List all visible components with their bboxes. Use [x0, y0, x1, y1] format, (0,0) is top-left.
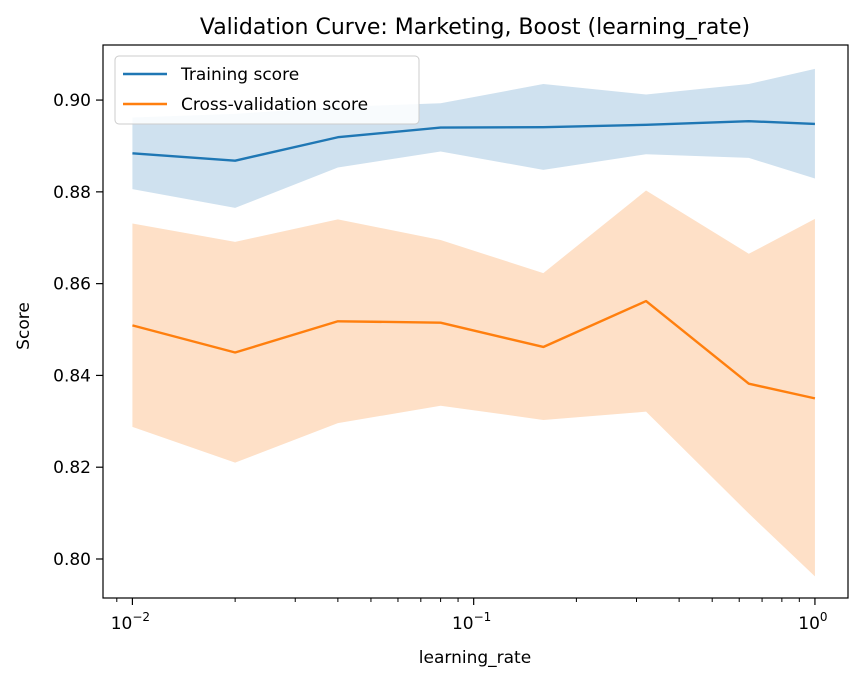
- y-tick-label-0: 0.80: [53, 550, 91, 570]
- legend: Training score Cross-validation score: [114, 55, 420, 125]
- y-axis-label: Score: [14, 302, 34, 350]
- x-tick-label-2: 100: [798, 610, 827, 634]
- confidence-bands: [132, 68, 815, 577]
- series-lines: [132, 119, 816, 400]
- x-tick-label-base: 10: [111, 614, 133, 634]
- band-series-1: [132, 190, 815, 577]
- x-axis-ticks: 10−2 10−1 100: [111, 598, 828, 634]
- x-tick-label-base: 10: [452, 614, 474, 634]
- y-tick-label-1: 0.82: [53, 458, 91, 478]
- x-tick-label-1: 10−1: [452, 610, 491, 634]
- x-axis-label: learning_rate: [419, 648, 531, 668]
- line-series-1: [132, 299, 816, 400]
- legend-label-cv: Cross-validation score: [181, 95, 368, 115]
- x-tick-label-0: 10−2: [111, 610, 150, 634]
- legend-label-training: Training score: [180, 65, 299, 85]
- x-tick-label-exponent: −2: [132, 610, 150, 624]
- band-series-0: [132, 68, 815, 208]
- legend-box: [114, 55, 420, 125]
- y-tick-label-3: 0.86: [53, 275, 91, 295]
- y-tick-label-4: 0.88: [53, 183, 91, 203]
- plot-frame: [102, 44, 849, 599]
- y-tick-label-2: 0.84: [53, 366, 91, 386]
- line-series-0: [132, 119, 815, 162]
- x-tick-label-exponent: 0: [820, 610, 828, 624]
- chart-title: Validation Curve: Marketing, Boost (lear…: [200, 15, 750, 40]
- y-tick-label-5: 0.90: [53, 91, 91, 111]
- x-tick-label-exponent: −1: [474, 610, 492, 624]
- x-tick-label-base: 10: [798, 614, 820, 634]
- y-axis-ticks: 0.80 0.82 0.84 0.86 0.88 0.90: [53, 91, 103, 570]
